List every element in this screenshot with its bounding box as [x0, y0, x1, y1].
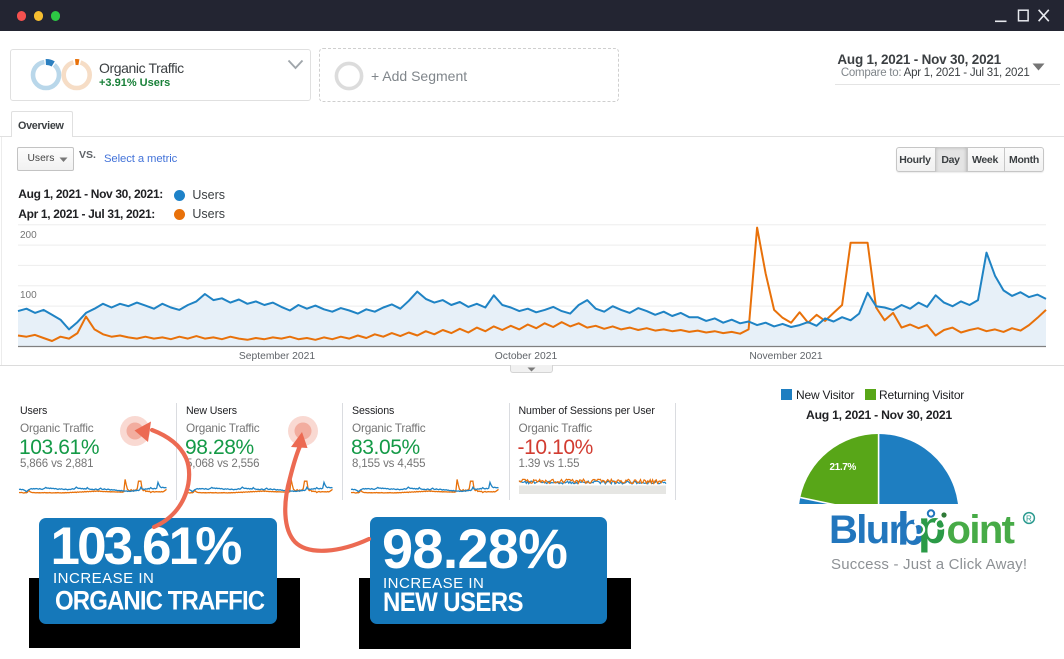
svg-text:oint: oint — [947, 508, 1015, 552]
svg-text:R: R — [1026, 515, 1032, 524]
svg-text:Success - Just a Click Away!: Success - Just a Click Away! — [831, 556, 1027, 573]
svg-text:p: p — [918, 501, 946, 553]
svg-text:b: b — [897, 503, 925, 555]
svg-text:Blur: Blur — [829, 508, 904, 552]
